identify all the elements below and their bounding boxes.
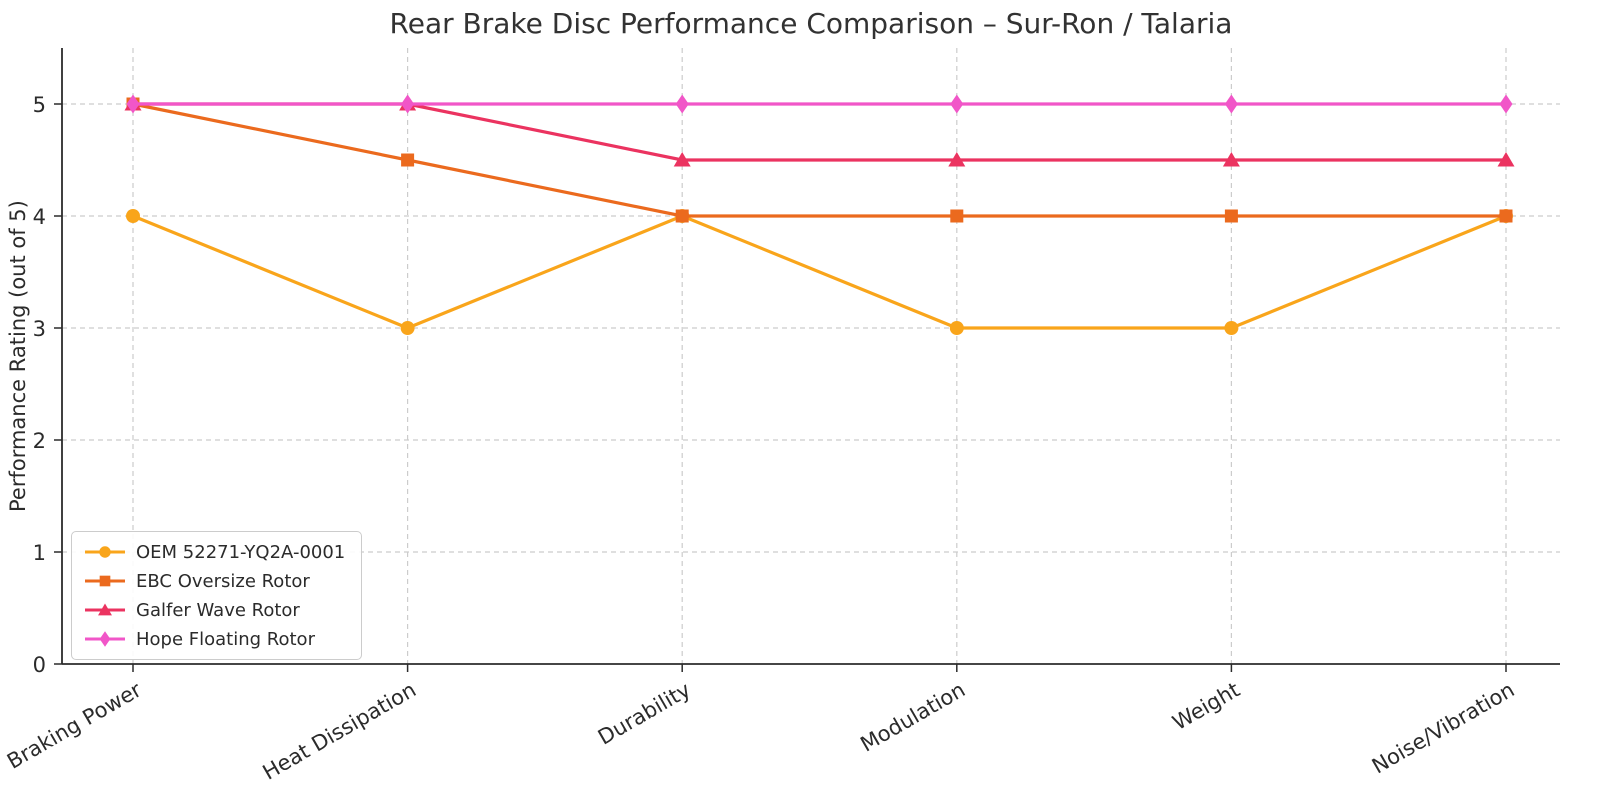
triangle-marker (1222, 152, 1240, 167)
square-marker (675, 209, 689, 223)
square-marker (1224, 209, 1238, 223)
circle-marker (99, 546, 111, 558)
diamond-marker (126, 94, 140, 114)
legend-marker-circle-icon (85, 546, 125, 558)
legend-item-oem-52271-yq2a-0001: OEM 52271-YQ2A-0001 (83, 541, 345, 563)
triangle-marker (1497, 152, 1515, 167)
series-line-ebc-oversize-rotor (131, 102, 1508, 218)
legend-item-ebc-oversize-rotor: EBC Oversize Rotor (83, 570, 345, 592)
x-tick-label: Weight (1169, 678, 1244, 735)
circle-marker (126, 209, 140, 223)
diamond-marker (99, 631, 111, 647)
circle-marker (400, 321, 415, 335)
x-tick-label: Heat Dissipation (259, 678, 421, 785)
series-line-galfer-wave-rotor (131, 102, 1508, 162)
diamond-marker (401, 94, 415, 114)
legend-label: OEM 52271-YQ2A-0001 (136, 541, 346, 563)
legend-item-galfer-wave-rotor: Galfer Wave Rotor (83, 599, 345, 621)
square-marker (401, 153, 415, 167)
circle-marker (949, 321, 964, 335)
triangle-marker (673, 152, 691, 167)
square-marker (950, 209, 964, 223)
legend-marker-triangle-icon (85, 603, 125, 616)
diamond-marker (950, 94, 964, 114)
y-tick-label: 0 (33, 653, 46, 677)
legend: OEM 52271-YQ2A-0001 EBC Oversize Rotor Gal… (71, 531, 363, 660)
legend-item-hope-floating-rotor: Hope Floating Rotor (83, 628, 345, 650)
series-line-oem-52271-yq2a-0001 (131, 214, 1508, 330)
y-tick-label: 5 (33, 93, 46, 117)
circle-marker (1224, 321, 1239, 335)
triangle-marker (948, 152, 966, 167)
diamond-marker (1224, 94, 1238, 114)
triangle-marker (98, 603, 112, 616)
square-marker (99, 575, 111, 587)
chart-title: Rear Brake Disc Performance Comparison –… (389, 7, 1233, 40)
diamond-marker (1499, 94, 1513, 114)
y-tick-label: 1 (33, 541, 46, 565)
square-marker (1499, 209, 1513, 223)
legend-label: Hope Floating Rotor (136, 628, 315, 650)
x-tick-label: Durability (594, 678, 695, 750)
diamond-marker (675, 94, 689, 114)
legend-marker-diamond-icon (85, 631, 125, 647)
y-tick-label: 2 (33, 429, 46, 453)
y-tick-label: 4 (33, 205, 46, 229)
x-tick-label: Braking Power (3, 677, 146, 773)
legend-label: Galfer Wave Rotor (136, 599, 300, 621)
x-tick-label: Noise/Vibration (1368, 678, 1519, 779)
legend-label: EBC Oversize Rotor (136, 570, 310, 592)
y-tick-label: 3 (33, 317, 46, 341)
legend-marker-square-icon (85, 575, 125, 587)
x-tick-label: Modulation (856, 678, 969, 757)
